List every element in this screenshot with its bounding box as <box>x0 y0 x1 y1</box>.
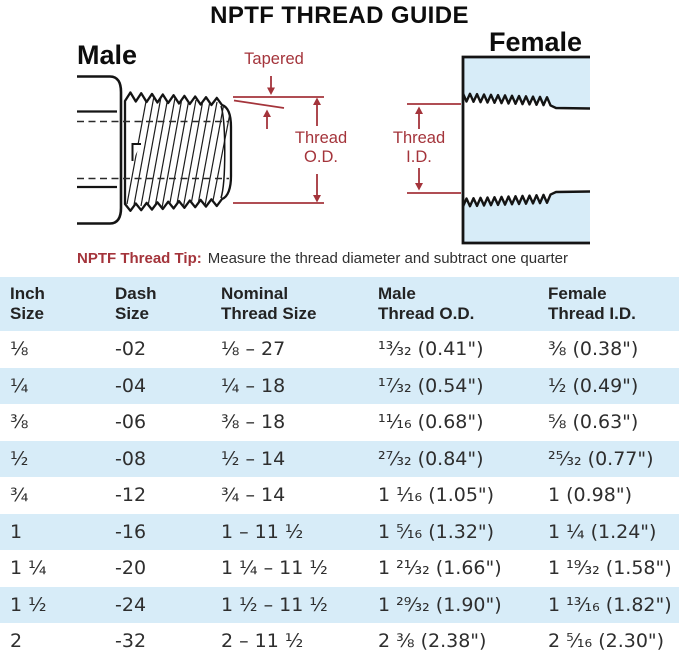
male-annotations <box>233 76 324 204</box>
thread-diagram <box>77 55 591 245</box>
cell-inch-size: ⅜ <box>10 411 29 434</box>
cell-inch-size: ⅛ <box>10 338 29 361</box>
thread-id-line1: Thread <box>392 129 446 147</box>
cell-inch-size: 1 ¼ <box>10 557 47 580</box>
thread-id-line2: I.D. <box>406 148 432 167</box>
thread-id-annotation-label: Thread I.D. <box>385 129 453 168</box>
cell-nominal-thread-size: 2 – 11 ½ <box>221 630 304 653</box>
cell-male-thread-od: ¹⁷⁄₃₂ (0.54") <box>378 374 484 397</box>
cell-female-thread-id: 1 ¹⁹⁄₃₂ (1.58") <box>548 557 672 580</box>
cell-male-thread-od: ¹¹⁄₁₆ (0.68") <box>378 411 484 434</box>
header-text: Thread I.D. <box>548 304 636 323</box>
cell-dash-size: -16 <box>115 520 147 543</box>
cell-nominal-thread-size: ½ – 14 <box>221 447 286 470</box>
table-row: ¾ -12 ¾ – 14 1 ¹⁄₁₆ (1.05") 1 (0.98") <box>0 477 679 514</box>
table-row: ⅜ -06 ⅜ – 18 ¹¹⁄₁₆ (0.68") ⅝ (0.63") <box>0 404 679 441</box>
cell-nominal-thread-size: 1 ½ – 11 ½ <box>221 593 328 616</box>
female-section-label: Female <box>489 27 583 57</box>
header-text: Female <box>548 283 607 303</box>
table-row: ½ -08 ½ – 14 ²⁷⁄₃₂ (0.84") ²⁵⁄₃₂ (0.77") <box>0 440 679 477</box>
cell-nominal-thread-size: 1 ¼ – 11 ½ <box>221 557 328 580</box>
cell-female-thread-id: ²⁵⁄₃₂ (0.77") <box>548 447 654 470</box>
female-fitting-drawing <box>407 55 591 245</box>
cell-female-thread-id: ⅝ (0.63") <box>548 411 639 434</box>
thread-tip-note: NPTF Thread Tip: Measure the thread diame… <box>77 250 657 267</box>
thread-tip-text: Measure the thread diameter and subtract… <box>207 250 568 267</box>
header-dash-size: Dash Size <box>105 277 211 331</box>
cell-dash-size: -06 <box>115 411 147 434</box>
male-section-label: Male <box>77 40 138 70</box>
cell-nominal-thread-size: 1 – 11 ½ <box>221 520 304 543</box>
table-row: 1 ¼ -20 1 ¼ – 11 ½ 1 ²¹⁄₃₂ (1.66") 1 ¹⁹⁄… <box>0 550 679 587</box>
cell-inch-size: 2 <box>10 630 23 653</box>
header-male-thread-od: Male Thread O.D. <box>368 277 538 331</box>
cell-female-thread-id: ½ (0.49") <box>548 374 639 397</box>
cell-dash-size: -24 <box>115 593 147 616</box>
header-text: Size <box>10 304 45 323</box>
cell-male-thread-od: ²⁷⁄₃₂ (0.84") <box>378 447 484 470</box>
cell-male-thread-od: ¹³⁄₃₂ (0.41") <box>378 338 484 361</box>
header-text: Dash <box>115 283 157 303</box>
header-text: Nominal <box>221 283 289 303</box>
cell-female-thread-id: 1 (0.98") <box>548 484 632 507</box>
cell-nominal-thread-size: ¾ – 14 <box>221 484 286 507</box>
cell-inch-size: ¾ <box>10 484 29 507</box>
cell-male-thread-od: 1 ²¹⁄₃₂ (1.66") <box>378 557 502 580</box>
header-inch-size: Inch Size <box>0 277 105 331</box>
cell-female-thread-id: 1 ¹³⁄₁₆ (1.82") <box>548 593 672 616</box>
tapered-annotation-label: Tapered <box>244 50 304 68</box>
table-row: ¼ -04 ¼ – 18 ¹⁷⁄₃₂ (0.54") ½ (0.49") <box>0 367 679 404</box>
cell-inch-size: 1 ½ <box>10 593 47 616</box>
table-header-row: Inch Size Dash Size Nominal Thread Size Mal… <box>0 277 679 331</box>
table-row: 1 -16 1 – 11 ½ 1 ⁵⁄₁₆ (1.32") 1 ¼ (1.24"… <box>0 513 679 550</box>
cell-male-thread-od: 1 ¹⁄₁₆ (1.05") <box>378 484 495 507</box>
cell-female-thread-id: ⅜ (0.38") <box>548 338 639 361</box>
cell-inch-size: ¼ <box>10 374 29 397</box>
header-text: Thread O.D. <box>378 304 475 323</box>
male-thread-tip-arc <box>220 105 226 199</box>
female-thread-surface-bottom <box>461 190 591 208</box>
cell-female-thread-id: 1 ¼ (1.24") <box>548 520 657 543</box>
page-title: NPTF THREAD GUIDE <box>210 2 469 29</box>
cell-dash-size: -04 <box>115 374 147 397</box>
cell-male-thread-od: 2 ⅜ (2.38") <box>378 630 487 653</box>
header-text: Size <box>115 304 150 323</box>
thread-spec-table: Inch Size Dash Size Nominal Thread Size Mal… <box>0 277 679 660</box>
cell-nominal-thread-size: ⅜ – 18 <box>221 411 286 434</box>
female-outline <box>461 55 590 245</box>
female-annotations <box>407 103 461 194</box>
header-text: Thread Size <box>221 304 317 323</box>
header-text: Male <box>378 283 416 303</box>
male-thread-relief-step <box>131 143 141 161</box>
male-thread-hatching <box>126 95 231 211</box>
cell-dash-size: -08 <box>115 447 147 470</box>
table-row: ⅛ -02 ⅛ – 27 ¹³⁄₃₂ (0.41") ⅜ (0.38") <box>0 331 679 368</box>
cell-nominal-thread-size: ¼ – 18 <box>221 374 286 397</box>
thread-od-line1: Thread <box>294 129 348 147</box>
male-fitting-drawing <box>77 75 324 225</box>
male-hex-body <box>77 75 123 225</box>
thread-od-line2: O.D. <box>304 148 338 167</box>
cell-male-thread-od: 1 ⁵⁄₁₆ (1.32") <box>378 520 495 543</box>
table-row: 2 -32 2 – 11 ½ 2 ⅜ (2.38") 2 ⁵⁄₁₆ (2.30"… <box>0 623 679 660</box>
cell-dash-size: -32 <box>115 630 147 653</box>
cell-nominal-thread-size: ⅛ – 27 <box>221 338 286 361</box>
female-thread-surface-top <box>461 92 591 110</box>
cell-dash-size: -20 <box>115 557 147 580</box>
cell-male-thread-od: 1 ²⁹⁄₃₂ (1.90") <box>378 593 502 616</box>
header-female-thread-id: Female Thread I.D. <box>538 277 679 331</box>
cell-dash-size: -02 <box>115 338 147 361</box>
cell-inch-size: 1 <box>10 520 23 543</box>
table-row: 1 ½ -24 1 ½ – 11 ½ 1 ²⁹⁄₃₂ (1.90") 1 ¹³⁄… <box>0 586 679 623</box>
female-body-top <box>463 57 590 109</box>
female-body-bottom <box>463 191 590 243</box>
header-nominal-thread-size: Nominal Thread Size <box>211 277 368 331</box>
cell-dash-size: -12 <box>115 484 147 507</box>
header-text: Inch <box>10 283 45 303</box>
thread-tip-label: NPTF Thread Tip: <box>77 250 202 267</box>
cell-inch-size: ½ <box>10 447 29 470</box>
cell-female-thread-id: 2 ⁵⁄₁₆ (2.30") <box>548 630 665 653</box>
thread-od-annotation-label: Thread O.D. <box>287 129 355 168</box>
